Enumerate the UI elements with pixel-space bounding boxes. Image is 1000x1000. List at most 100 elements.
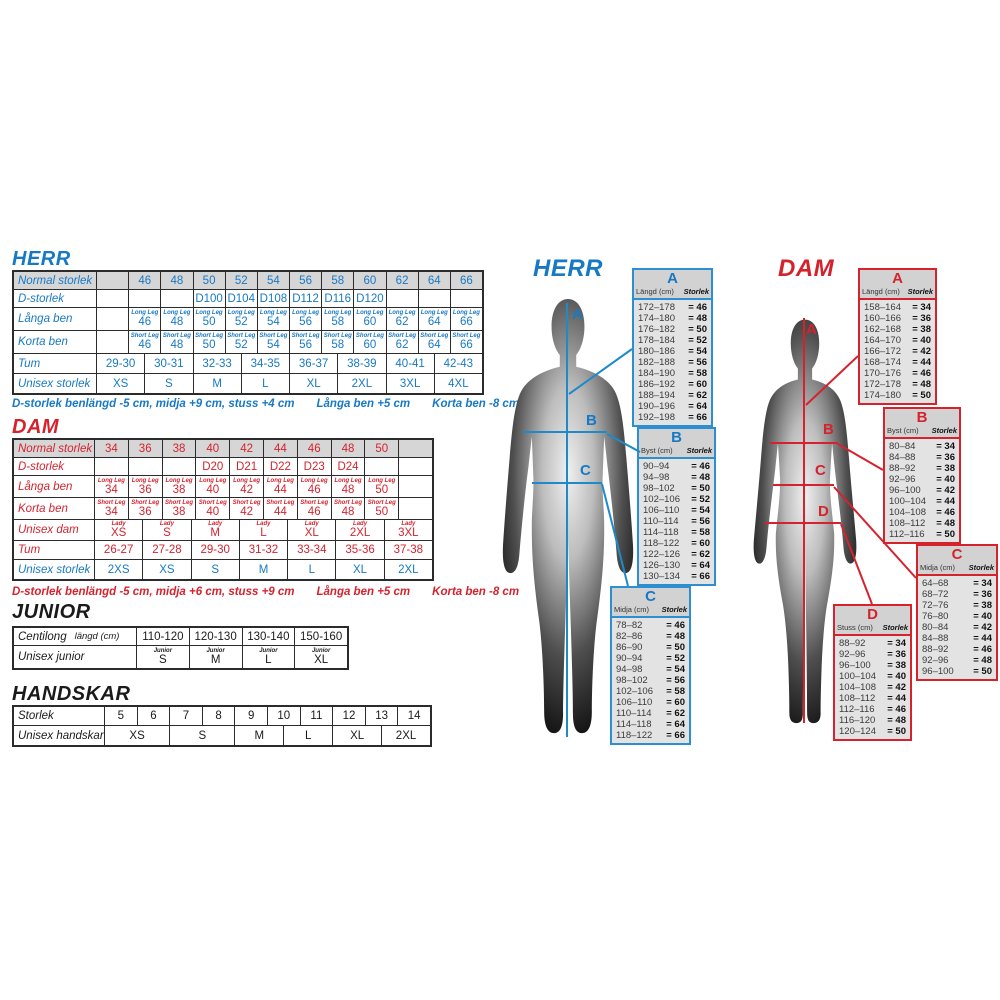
size-cell: Short Leg 58 <box>321 331 353 353</box>
row-label: Normal storlek <box>18 442 93 455</box>
size-cell: Long Leg 50 <box>364 476 398 497</box>
row-cells: 46 48 50 52 54 56 58 60 62 64 66 <box>96 272 482 289</box>
size-cell: 54 <box>256 272 289 289</box>
size-cell: M <box>238 560 287 579</box>
dam-footnotes: D-storlek benlängd -5 cm, midja +6 cm, s… <box>12 586 541 598</box>
herr-footnotes: D-storlek benlängd -5 cm, midja +9 cm, s… <box>12 398 541 410</box>
measure-row: 100–104 = 40 <box>839 671 906 682</box>
size-cell: Short Leg 56 <box>289 331 321 353</box>
size-cell <box>127 458 162 475</box>
size-cell: D120 <box>353 290 385 307</box>
measure-table-body: 172–178 = 46 174–180 = 48 176–182 = 50 178–184… <box>634 300 711 425</box>
measure-row: 64–68 = 34 <box>922 578 992 589</box>
measure-row: 112–116 = 50 <box>889 529 955 540</box>
herr-size-table: Normal storlek 46 48 50 52 54 56 58 60 62 64 66 D-… <box>12 270 484 395</box>
size-cell: Short Leg 52 <box>224 331 257 353</box>
dam-marker-d: D <box>818 503 829 520</box>
size-cell: 9 <box>234 707 267 725</box>
size-cell: D22 <box>262 458 297 475</box>
size-cell: Junior S <box>136 646 189 668</box>
measure-row: 68–72 = 36 <box>922 589 992 600</box>
size-cell: 50 <box>192 272 225 289</box>
size-cell: 8 <box>201 707 235 725</box>
measure-row: 114–118 = 64 <box>616 719 685 730</box>
size-cell: 33-34 <box>287 541 335 559</box>
size-cell: L <box>240 374 289 393</box>
size-cell: Lady 3XL <box>383 520 432 540</box>
size-cell: D21 <box>229 458 263 475</box>
size-cell: Short Leg 36 <box>127 498 162 519</box>
measure-table-header: B Byst (cm) Storlek <box>639 429 714 459</box>
size-cell: Long Leg 60 <box>353 308 385 330</box>
size-cell: Long Leg 62 <box>385 308 418 330</box>
size-cell: 150-160 <box>294 628 347 645</box>
measure-row: 112–116 = 46 <box>839 704 906 715</box>
size-cell: Lady 2XL <box>335 520 383 540</box>
measure-row: 106–110 = 54 <box>643 505 710 516</box>
size-cell: Short Leg 44 <box>262 498 297 519</box>
measure-col2-label: Storlek <box>907 287 933 296</box>
size-cell <box>398 458 432 475</box>
size-cell: 46 <box>296 440 331 457</box>
table-row-tum: Tum 26-27 27-28 29-30 31-32 33-34 35-36 37-38 <box>14 541 432 560</box>
measure-row: 126–130 = 64 <box>643 560 710 571</box>
table-row-korta-ben: Korta ben Short Leg 34 Short Leg 36 Short Le… <box>14 498 432 520</box>
table-row-normal-storlek: Normal storlek 46 48 50 52 54 56 58 60 62 64 66 <box>14 272 482 290</box>
row-label: Korta ben <box>18 502 68 515</box>
size-cell: 38-39 <box>337 354 385 373</box>
measure-row: 122–126 = 62 <box>643 549 710 560</box>
measure-col2-label: Storlek <box>683 287 709 296</box>
size-cell <box>398 476 432 497</box>
row-cells: Short Leg 34 Short Leg 36 Short Leg 38 Short L… <box>94 498 432 519</box>
measure-table-body: 78–82 = 46 82–86 = 48 86–90 = 50 90–94 = 52 94–9… <box>612 618 689 743</box>
measure-row: 88–92 = 46 <box>922 644 992 655</box>
row-label: Unisex dam <box>18 524 79 536</box>
table-row-normal-storlek: Normal storlek 34 36 38 40 42 44 46 48 50 <box>14 440 432 458</box>
size-cell: Junior XL <box>294 646 347 668</box>
size-cell: Long Leg 64 <box>417 308 450 330</box>
size-cell: 29-30 <box>96 354 144 373</box>
size-cell: Long Leg 40 <box>195 476 229 497</box>
table-row-storlek: Storlek 5 6 7 8 9 10 11 12 13 14 <box>14 707 430 726</box>
size-cell: 62 <box>385 272 418 289</box>
size-cell: XS <box>96 374 144 393</box>
size-cell: 40-41 <box>385 354 434 373</box>
row-cells: XS S M L XL 2XL <box>104 726 430 745</box>
size-cell: 11 <box>299 707 333 725</box>
row-label: Centilong längd (cm) <box>14 628 136 645</box>
size-cell: Long Leg 46 <box>128 308 160 330</box>
row-label: D-storlek <box>18 460 65 473</box>
measure-letter: A <box>892 270 903 287</box>
size-cell: Long Leg 50 <box>192 308 225 330</box>
size-cell <box>96 272 128 289</box>
row-cells: Long Leg 46 Long Leg 48 Long Leg 50 Long Leg 52… <box>96 308 482 330</box>
size-cell: 26-27 <box>94 541 142 559</box>
size-cell: D112 <box>289 290 321 307</box>
size-cell: 50 <box>364 440 398 457</box>
size-cell <box>417 290 450 307</box>
size-cell: 56 <box>289 272 321 289</box>
table-row-tum: Tum 29-30 30-31 32-33 34-35 36-37 38-39 40-41 4… <box>14 354 482 374</box>
size-cell: M <box>192 374 241 393</box>
measure-table-body: 80–84 = 34 84–88 = 36 88–92 = 38 92–96 = 40 96–1… <box>885 439 959 542</box>
table-row-centilong: Centilong längd (cm) 110-120 120-130 130-14… <box>14 628 347 646</box>
size-cell: 5 <box>104 707 137 725</box>
size-cell <box>398 440 432 457</box>
size-cell: Junior L <box>241 646 295 668</box>
size-cell: 64 <box>417 272 450 289</box>
row-cells: Lady XS Lady S Lady M Lady L Lady XL Lady 2XL Lady 3X… <box>94 520 432 540</box>
size-cell: 10 <box>266 707 300 725</box>
measure-row: 108–112 = 44 <box>839 693 906 704</box>
size-cell: M <box>234 726 283 745</box>
measure-row: 90–94 = 52 <box>616 653 685 664</box>
table-row-unisex-storlek: Unisex storlek 2XS XS S M L XL 2XL <box>14 560 432 579</box>
row-label: Unisex storlek <box>18 563 91 576</box>
measure-col2-label: Storlek <box>968 563 994 572</box>
measure-col1-label: Längd (cm) <box>636 287 674 296</box>
size-cell: Junior M <box>188 646 242 668</box>
size-cell: Long Leg 58 <box>321 308 353 330</box>
size-cell: Long Leg 54 <box>256 308 289 330</box>
measure-row: 174–180 = 48 <box>638 313 707 324</box>
size-cell: Long Leg 44 <box>262 476 297 497</box>
footnote: Långa ben +5 cm <box>316 398 411 410</box>
